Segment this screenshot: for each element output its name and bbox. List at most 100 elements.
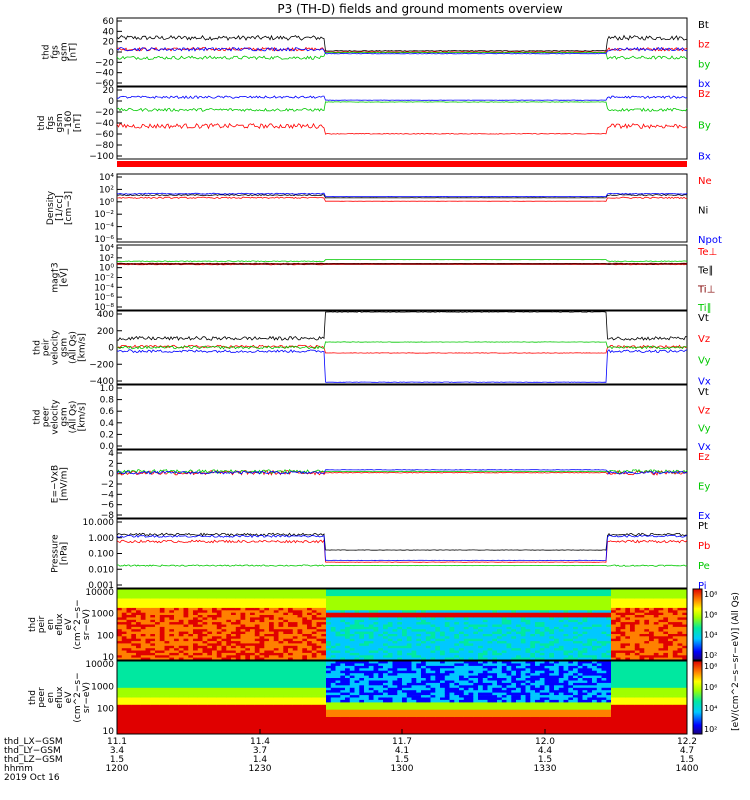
heatmap-cell [326,657,332,661]
heatmap-cell [587,610,593,614]
heatmap-cell [582,596,588,599]
heatmap-cell [245,709,251,713]
heatmap-cell [178,680,184,684]
heatmap-cell [292,607,298,611]
heatmap-cell [235,680,241,684]
heatmap-cell [212,610,218,614]
heatmap-cell [354,657,360,661]
heatmap-cell [226,680,232,684]
heatmap-cell [368,652,374,656]
heatmap-cell [250,704,256,708]
heatmap-cell [212,714,218,718]
heatmap-cell [402,657,408,661]
heatmap-cell [136,610,142,614]
heatmap-cell [121,615,127,618]
heatmap-cell [459,603,465,606]
heatmap-cell [620,598,626,602]
heatmap-cell [240,724,246,728]
heatmap-cell [193,626,199,630]
y-label-line: gsm [60,407,70,426]
heatmap-cell [216,697,222,701]
heatmap-cell [449,641,455,644]
heatmap-cell [145,598,151,602]
heatmap-cell [416,634,422,637]
heatmap-cell [554,629,560,632]
heatmap-cell [231,670,237,674]
heatmap-cell [307,638,313,642]
heatmap-cell [435,655,441,659]
heatmap-cell [140,610,146,614]
heatmap-cell [202,673,208,676]
heatmap-cell [212,729,218,732]
heatmap-cell [297,650,303,654]
heatmap-cell [174,687,180,691]
heatmap-cell [373,600,379,604]
heatmap-cell [164,678,170,681]
heatmap-cell [544,631,550,635]
heatmap-cell [349,652,355,656]
heatmap-cell [606,615,612,618]
heatmap-cell [478,650,484,654]
heatmap-cell [677,617,683,621]
heatmap-cell [630,605,636,609]
y-tick-label: 4 [108,449,114,459]
heatmap-cell [136,721,142,725]
heatmap-cell [188,645,194,649]
heatmap-cell [402,624,408,628]
heatmap-cell [231,729,237,732]
heatmap-cell [387,634,393,637]
heatmap-cell [126,631,132,635]
heatmap-cell [425,600,431,604]
heatmap-cell [145,655,151,659]
heatmap-cell [131,675,137,679]
heatmap-cell [121,712,127,715]
heatmap-cell [340,634,346,637]
heatmap-cell [259,652,265,656]
heatmap-cell [634,648,640,651]
heatmap-cell [307,589,313,592]
heatmap-cell [364,591,370,595]
heatmap-cell [226,631,232,635]
heatmap-cell [235,724,241,728]
heatmap-cell [359,622,365,625]
heatmap-cell [468,641,474,644]
heatmap-cell [321,648,327,651]
heatmap-cell [620,641,626,644]
heatmap-cell [649,645,655,649]
heatmap-cell [611,607,617,611]
heatmap-cell [117,704,123,708]
heatmap-cell [183,704,189,708]
heatmap-cell [421,645,427,649]
heatmap-cell [159,661,165,664]
heatmap-cell [297,615,303,618]
heatmap-cell [625,598,631,602]
heatmap-cell [577,648,583,651]
heatmap-cell [649,650,655,654]
heatmap-cell [511,641,517,644]
heatmap-cell [634,636,640,640]
heatmap-cell [658,615,664,618]
heatmap-cell [202,699,208,703]
legend-Pb: Pb [698,541,710,552]
heatmap-cell [245,690,251,693]
y-tick-label: 2 [108,459,114,469]
heatmap-cell [197,673,203,676]
heatmap-cell [316,610,322,614]
heatmap-cell [611,593,617,597]
heatmap-cell [307,624,313,628]
heatmap-cell [364,655,370,659]
heatmap-cell [193,665,199,669]
heatmap-cell [634,591,640,595]
heatmap-cell [311,603,317,606]
heatmap-cell [245,695,251,698]
heatmap-cell [226,593,232,597]
heatmap-cell [658,598,664,602]
heatmap-cell [245,657,251,661]
heatmap-cell [587,655,593,659]
heatmap-cell [568,657,574,661]
heatmap-cell [183,593,189,597]
heatmap-cell [307,636,313,640]
heatmap-cell [430,607,436,611]
heatmap-cell [231,690,237,693]
heatmap-cell [473,634,479,637]
